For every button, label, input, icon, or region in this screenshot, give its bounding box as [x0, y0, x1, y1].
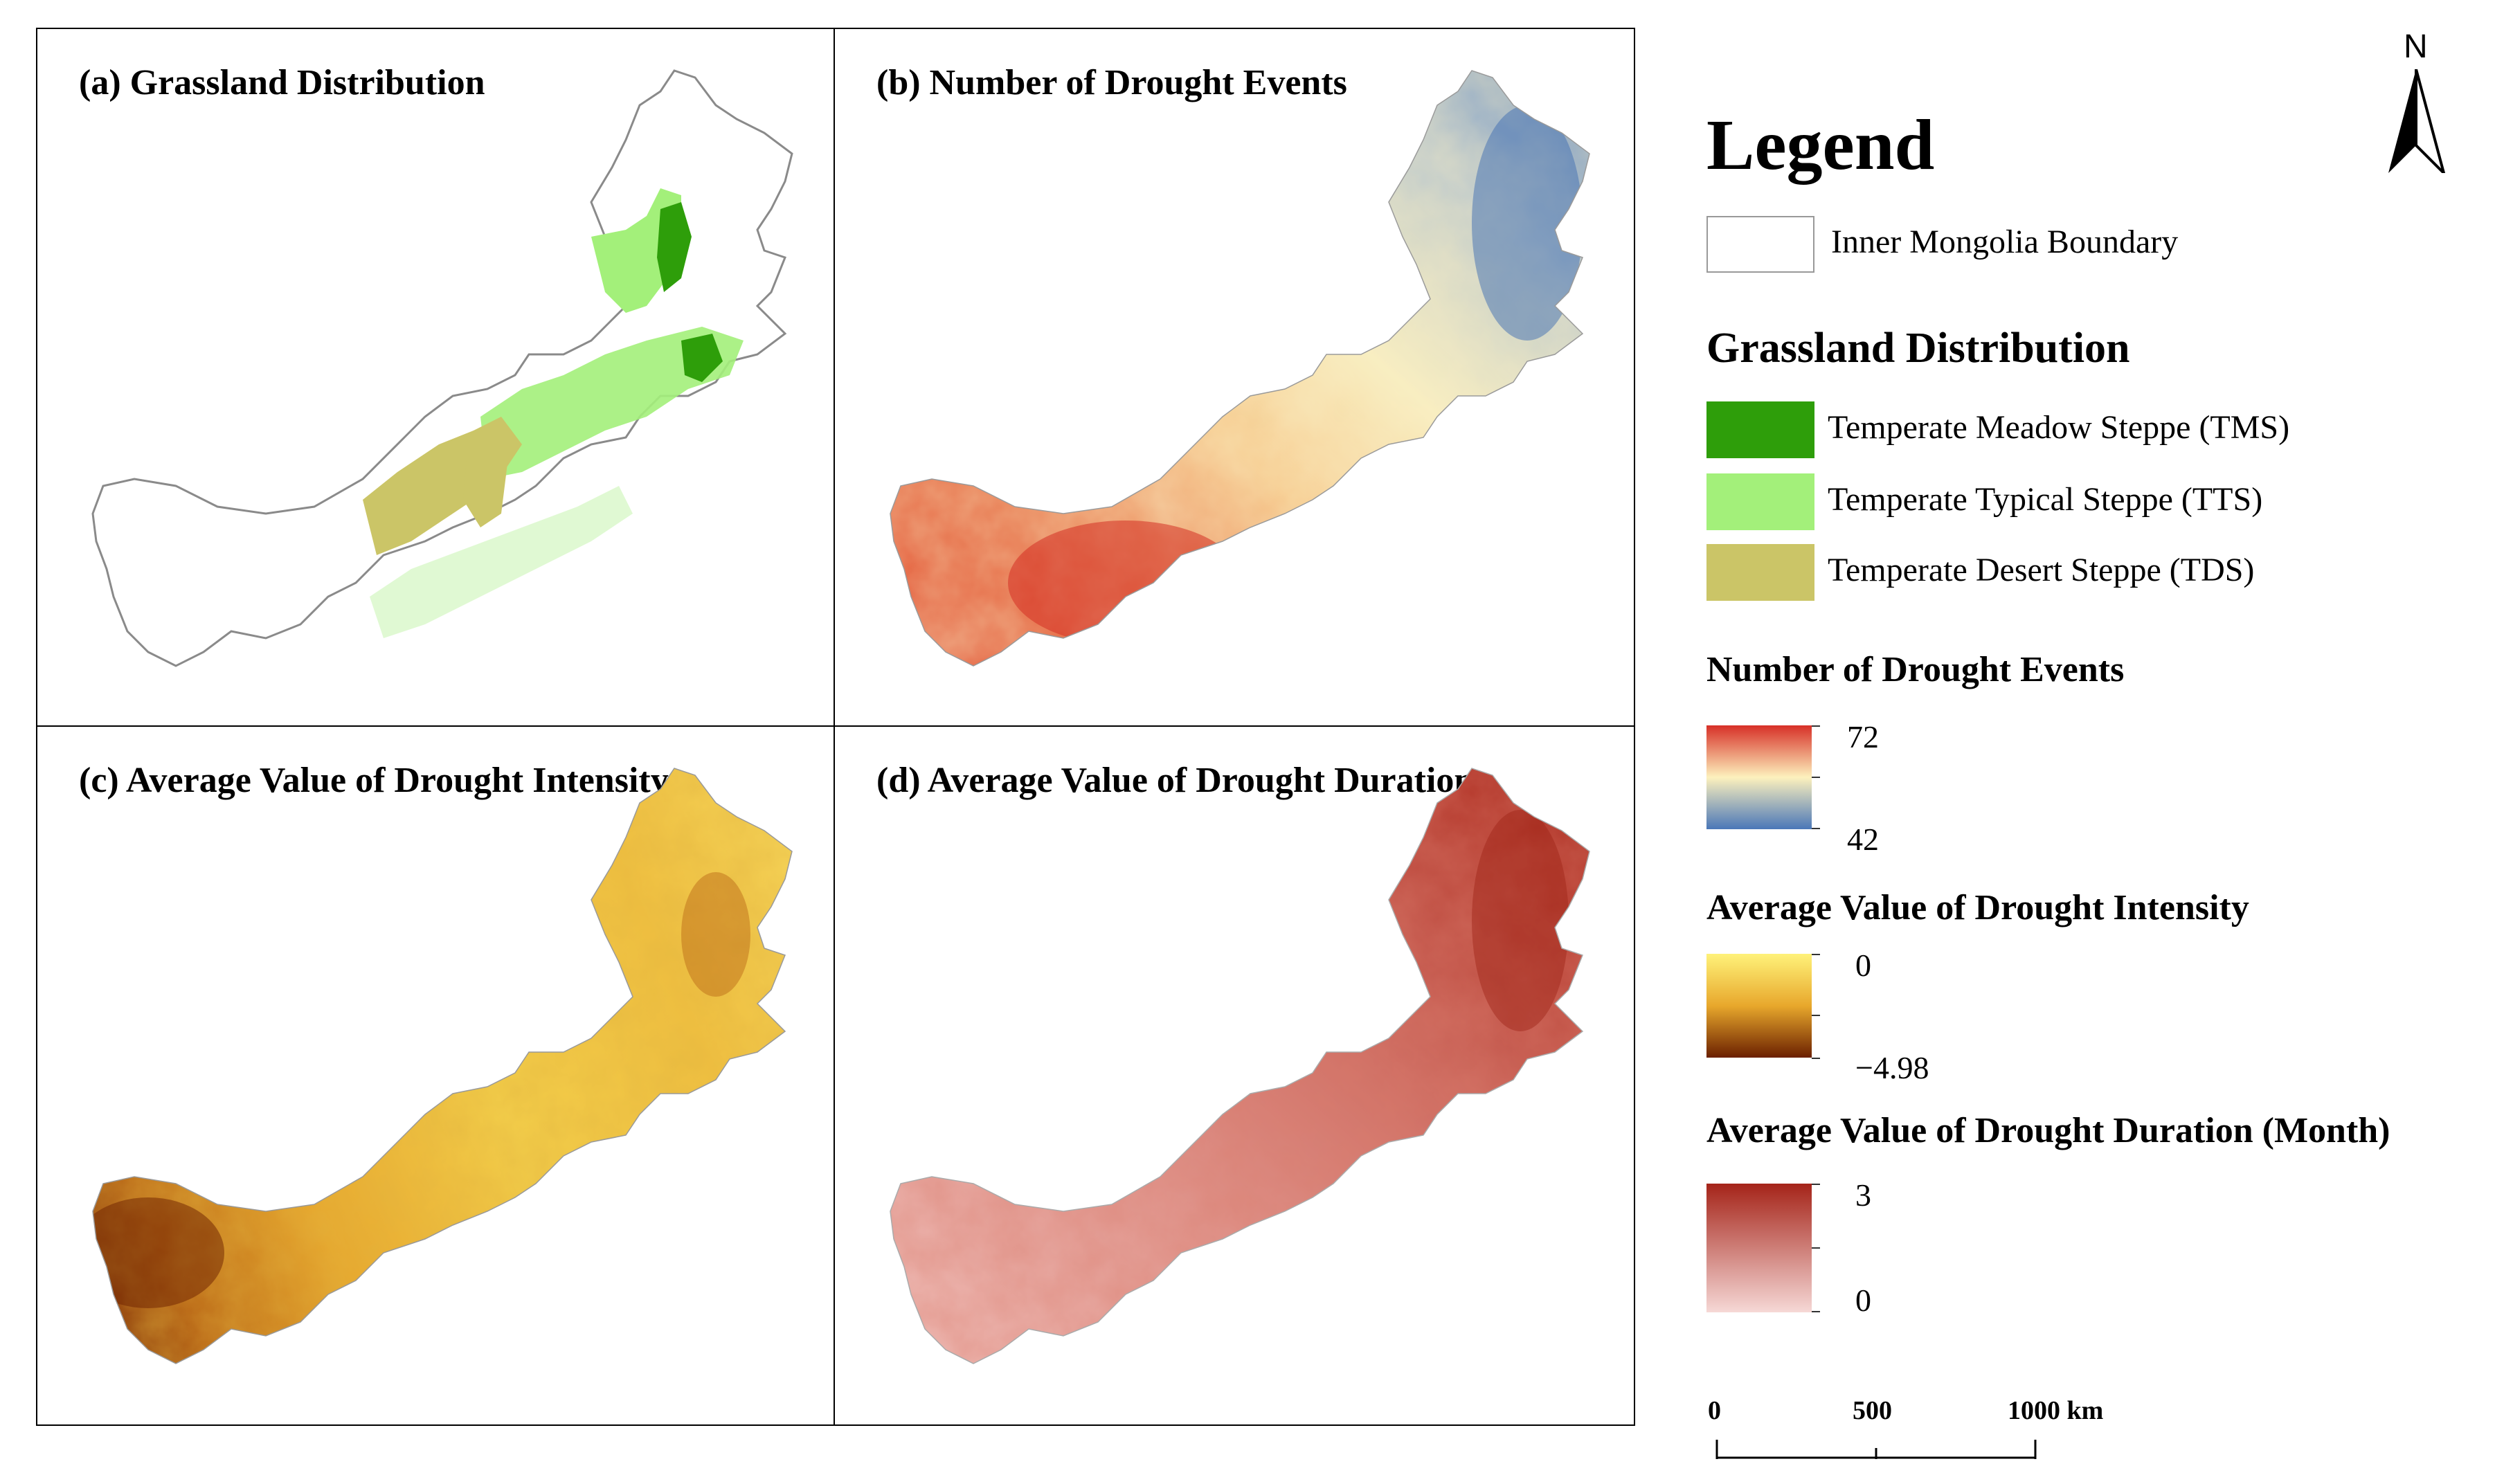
tts-label: Temperate Typical Steppe (TTS) [1828, 481, 2263, 518]
panel-title: (a) Grassland Distribution [79, 63, 485, 102]
drought-events-legend-title: Number of Drought Events [1706, 650, 2125, 689]
grassland-legend-title: Grassland Distribution [1706, 325, 2130, 372]
hotspot-west [1008, 521, 1243, 645]
scale-label-500: 500 [1853, 1396, 1892, 1425]
panel-drought-events: (b) Number of Drought Events [834, 28, 1635, 727]
boundary-swatch [1706, 216, 1814, 273]
dark-patch-northeast [1472, 810, 1569, 1031]
desert-steppe-region-2 [463, 444, 508, 527]
drought-events-ramp [1706, 725, 1812, 829]
ramp-tick [1812, 1015, 1820, 1016]
panel-drought-intensity: (c) Average Value of Drought Intensity [36, 725, 838, 1426]
ramp-tick [1812, 828, 1820, 829]
scale-bar [1715, 1440, 2037, 1459]
intensity-min: −4.98 [1855, 1050, 1929, 1085]
ramp-tick [1812, 954, 1820, 955]
scale-label-1000: 1000 km [2008, 1396, 2104, 1425]
panel-title: (d) Average Value of Drought Duration [876, 761, 1475, 800]
panel-title: (b) Number of Drought Events [876, 63, 1347, 102]
tms-label: Temperate Meadow Steppe (TMS) [1828, 409, 2290, 446]
drought-events-max: 72 [1847, 719, 1879, 754]
north-arrow: N [2381, 28, 2451, 173]
panel-title: (c) Average Value of Drought Intensity [79, 761, 669, 800]
meadow-steppe-region-north [591, 188, 681, 313]
tms-swatch [1706, 401, 1814, 458]
ramp-tick [1812, 1058, 1820, 1059]
ramp-tick [1812, 1247, 1820, 1249]
north-arrow-icon [2388, 69, 2446, 173]
duration-min: 0 [1855, 1283, 1871, 1318]
boundary-label: Inner Mongolia Boundary [1831, 224, 2179, 260]
panel-grassland-distribution: (a) Grassland Distribution [36, 28, 838, 727]
ramp-tick [1812, 1184, 1820, 1185]
duration-ramp [1706, 1184, 1812, 1312]
north-label: N [2404, 28, 2428, 65]
ramp-tick [1812, 725, 1820, 727]
tds-label: Temperate Desert Steppe (TDS) [1828, 552, 2255, 588]
meadow-steppe-dark-patch [657, 202, 692, 292]
typical-steppe-scatter-south [370, 486, 633, 638]
scale-label-0: 0 [1708, 1396, 1721, 1425]
ramp-tick [1812, 777, 1820, 778]
meadow-steppe-dark-patch-2 [681, 334, 723, 382]
ramp-tick [1812, 1311, 1820, 1312]
coldspot-northeast [1472, 105, 1583, 341]
intensity-legend-title: Average Value of Drought Intensity [1706, 888, 2249, 928]
duration-legend-title: Average Value of Drought Duration (Month… [1706, 1111, 2390, 1150]
intensity-ramp [1706, 954, 1812, 1058]
drought-intensity-map [92, 768, 793, 1364]
drought-duration-map [890, 768, 1590, 1364]
legend-title: Legend [1706, 105, 1935, 185]
grassland-map [91, 69, 793, 667]
duration-max: 3 [1855, 1177, 1871, 1213]
dark-patch-west [93, 1197, 224, 1308]
panel-drought-duration: (d) Average Value of Drought Duration [834, 725, 1635, 1426]
tds-swatch [1706, 544, 1814, 601]
drought-events-min: 42 [1847, 822, 1879, 857]
drought-events-map [890, 70, 1590, 667]
dark-patch-northeast [681, 872, 750, 997]
intensity-max: 0 [1855, 948, 1871, 983]
tts-swatch [1706, 473, 1814, 530]
typical-steppe-region-central [480, 327, 744, 479]
